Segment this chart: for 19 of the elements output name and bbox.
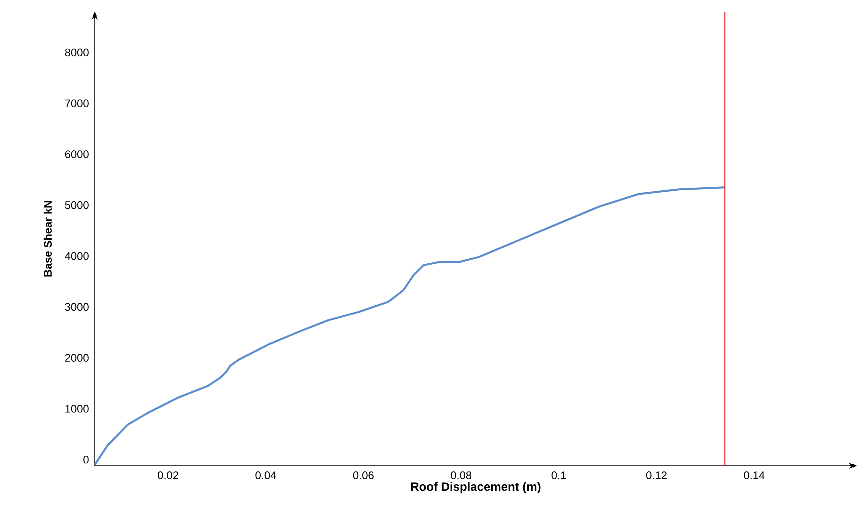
x-tick-label: 0.12 xyxy=(646,472,667,480)
x-tick-label: 0.06 xyxy=(353,472,374,480)
y-tick-label: 0 xyxy=(84,456,89,464)
x-axis-title: Roof Displacement (m) xyxy=(411,482,541,494)
x-tick-label: 0.08 xyxy=(451,472,472,480)
x-tick-label: 0.1 xyxy=(552,472,566,480)
y-tick-label: 3000 xyxy=(65,303,89,312)
x-tick-label: 0.14 xyxy=(744,472,765,480)
y-tick-label: 2000 xyxy=(65,354,89,362)
y-tick-label: 8000 xyxy=(65,48,89,57)
x-tick-label: 0.04 xyxy=(256,472,276,480)
y-tick-label: 6000 xyxy=(65,150,89,158)
y-axis-title: Base Shear kN xyxy=(44,201,52,277)
y-tick-label: 5000 xyxy=(65,202,89,210)
y-tick-label: 1000 xyxy=(66,405,89,413)
y-tick-label: 7000 xyxy=(65,100,89,108)
x-tick-label: 0.02 xyxy=(158,472,178,480)
y-tick-label: 4000 xyxy=(65,252,89,260)
line-series xyxy=(94,186,726,466)
